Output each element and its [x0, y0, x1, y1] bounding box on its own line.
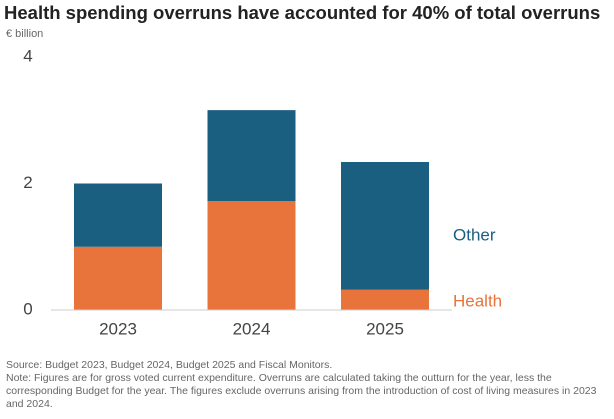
legend-label: Other — [453, 225, 496, 244]
x-tick-label: 2024 — [233, 319, 271, 338]
bar-segment — [341, 289, 429, 310]
y-axis-label: € billion — [6, 28, 43, 40]
bar-segment — [207, 201, 296, 310]
bar-segment — [74, 246, 162, 310]
note: Note: Figures are for gross voted curren… — [6, 372, 597, 410]
bar-segment — [341, 161, 429, 290]
notes: Source: Budget 2023, Budget 2024, Budget… — [6, 359, 606, 411]
legend-label: Health — [453, 291, 502, 310]
y-tick-label: 4 — [23, 46, 32, 65]
bar-segment — [74, 183, 162, 247]
chart: Health spending overruns have accounted … — [4, 2, 600, 339]
chart-title: Health spending overruns have accounted … — [4, 2, 600, 23]
x-tick-label: 2023 — [99, 319, 137, 338]
y-tick-label: 0 — [23, 299, 32, 318]
x-tick-label: 2025 — [366, 319, 404, 338]
y-tick-label: 2 — [23, 173, 32, 192]
bar-segment — [207, 110, 296, 202]
source: Source: Budget 2023, Budget 2024, Budget… — [6, 359, 333, 371]
